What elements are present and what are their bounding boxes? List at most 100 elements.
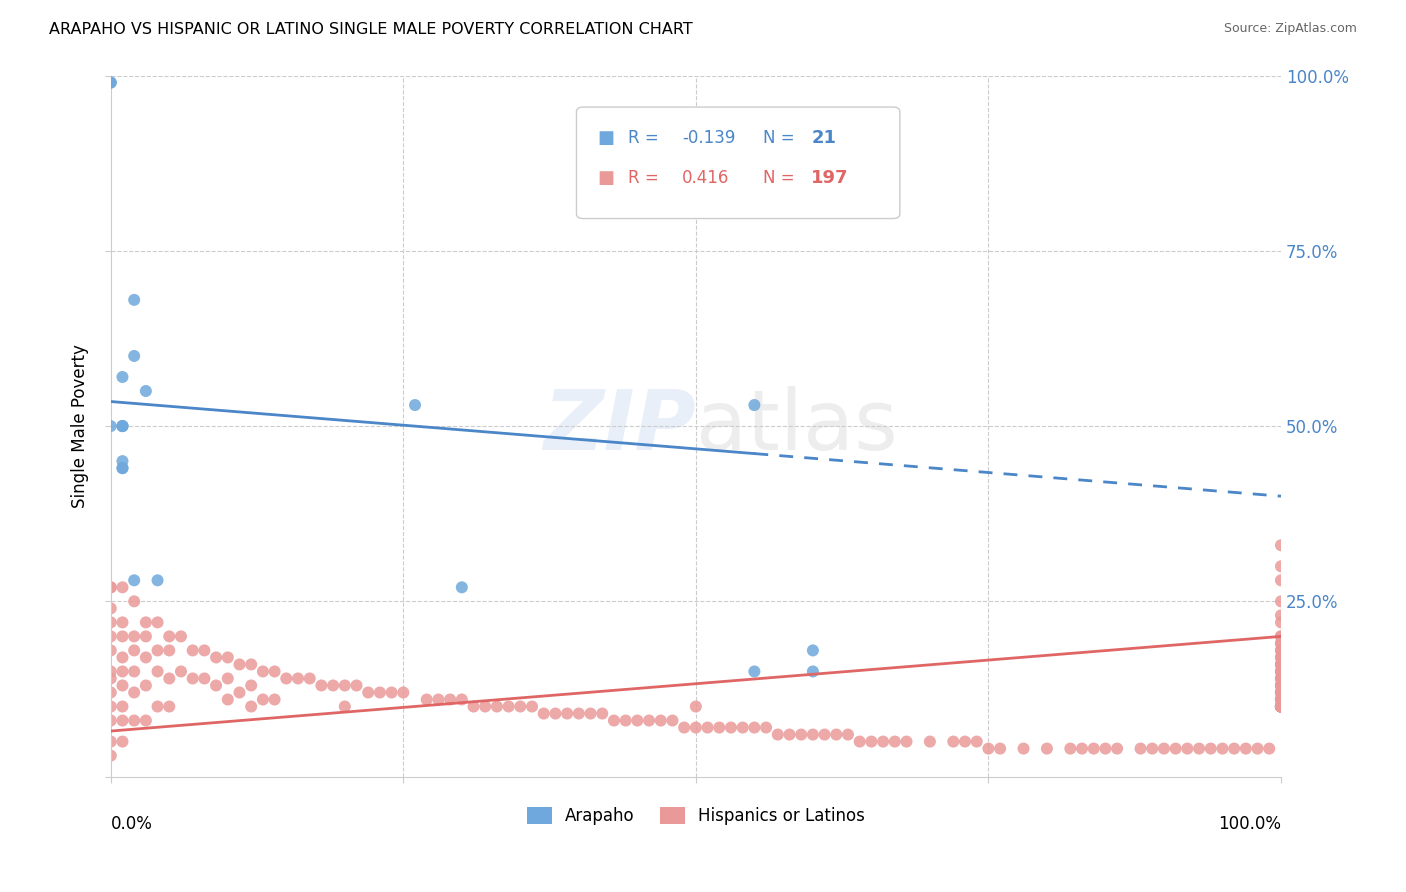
Point [485, 699, 508, 714]
Point [883, 734, 905, 748]
Point [122, 629, 145, 643]
Point [1270, 699, 1292, 714]
Text: N =: N = [763, 129, 794, 147]
Point [111, 650, 134, 665]
Point [555, 706, 578, 721]
Point [1270, 636, 1292, 650]
Point [837, 727, 859, 741]
Point [1270, 692, 1292, 706]
Point [1270, 685, 1292, 699]
Point [111, 580, 134, 594]
Legend: Arapaho, Hispanics or Latinos: Arapaho, Hispanics or Latinos [520, 800, 872, 831]
Point [977, 741, 1000, 756]
Point [1270, 692, 1292, 706]
Point [111, 419, 134, 434]
Point [1270, 699, 1292, 714]
Point [1094, 741, 1116, 756]
Point [1188, 741, 1211, 756]
Point [170, 665, 193, 679]
Point [696, 721, 718, 735]
Point [685, 721, 707, 735]
Point [1071, 741, 1094, 756]
Point [1175, 741, 1198, 756]
Point [111, 419, 134, 434]
Point [157, 672, 180, 686]
Text: Source: ZipAtlas.com: Source: ZipAtlas.com [1223, 22, 1357, 36]
Point [1246, 741, 1268, 756]
Point [111, 615, 134, 630]
Text: ■: ■ [598, 169, 614, 187]
Point [181, 643, 204, 657]
Point [1270, 538, 1292, 552]
Point [100, 580, 122, 594]
Point [1258, 741, 1281, 756]
Point [111, 629, 134, 643]
Point [1270, 678, 1292, 692]
Point [263, 692, 285, 706]
Point [157, 699, 180, 714]
Point [1129, 741, 1152, 756]
Point [1270, 699, 1292, 714]
Point [146, 699, 169, 714]
Point [217, 650, 239, 665]
Point [392, 685, 415, 699]
Point [135, 714, 157, 728]
Point [1036, 741, 1059, 756]
Point [1270, 678, 1292, 692]
Point [135, 629, 157, 643]
Point [205, 650, 228, 665]
Point [918, 734, 941, 748]
Point [100, 76, 122, 90]
Point [661, 714, 683, 728]
Point [1223, 741, 1246, 756]
Point [790, 727, 813, 741]
Point [263, 665, 285, 679]
Point [122, 594, 145, 608]
Point [1270, 685, 1292, 699]
Point [1270, 685, 1292, 699]
Point [1270, 615, 1292, 630]
Point [1270, 643, 1292, 657]
Point [813, 727, 835, 741]
Point [626, 714, 648, 728]
Point [720, 721, 742, 735]
Point [1270, 657, 1292, 672]
Point [650, 714, 672, 728]
Point [1270, 678, 1292, 692]
Point [1270, 699, 1292, 714]
Point [744, 721, 766, 735]
Point [1270, 665, 1292, 679]
Point [544, 706, 567, 721]
Point [801, 643, 824, 657]
Point [1270, 650, 1292, 665]
Point [415, 692, 437, 706]
Point [146, 665, 169, 679]
Point [744, 398, 766, 412]
Point [135, 650, 157, 665]
Point [1270, 699, 1292, 714]
Point [744, 665, 766, 679]
Point [603, 714, 626, 728]
Point [217, 692, 239, 706]
Point [111, 714, 134, 728]
Text: R =: R = [628, 129, 659, 147]
Text: -0.139: -0.139 [682, 129, 735, 147]
Point [1270, 657, 1292, 672]
Point [1270, 692, 1292, 706]
Point [146, 643, 169, 657]
Point [779, 727, 801, 741]
Point [135, 678, 157, 692]
Point [685, 699, 707, 714]
Point [498, 699, 520, 714]
Point [122, 349, 145, 363]
Point [111, 461, 134, 475]
Point [1270, 699, 1292, 714]
Point [988, 741, 1011, 756]
Point [368, 685, 391, 699]
Point [240, 699, 263, 714]
Point [100, 665, 122, 679]
Point [1270, 699, 1292, 714]
Point [568, 706, 591, 721]
Point [111, 734, 134, 748]
Point [100, 748, 122, 763]
